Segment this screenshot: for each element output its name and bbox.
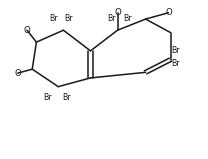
Text: O: O bbox=[165, 8, 172, 17]
Text: Br: Br bbox=[107, 14, 115, 23]
Text: Br: Br bbox=[172, 59, 180, 68]
Text: Br: Br bbox=[64, 14, 73, 23]
Text: Br: Br bbox=[44, 93, 52, 102]
Text: Br: Br bbox=[124, 14, 132, 23]
Text: O: O bbox=[14, 69, 21, 78]
Text: O: O bbox=[24, 26, 30, 35]
Text: Br: Br bbox=[49, 14, 57, 23]
Text: O: O bbox=[114, 8, 121, 17]
Text: Br: Br bbox=[62, 93, 71, 102]
Text: Br: Br bbox=[172, 46, 180, 55]
